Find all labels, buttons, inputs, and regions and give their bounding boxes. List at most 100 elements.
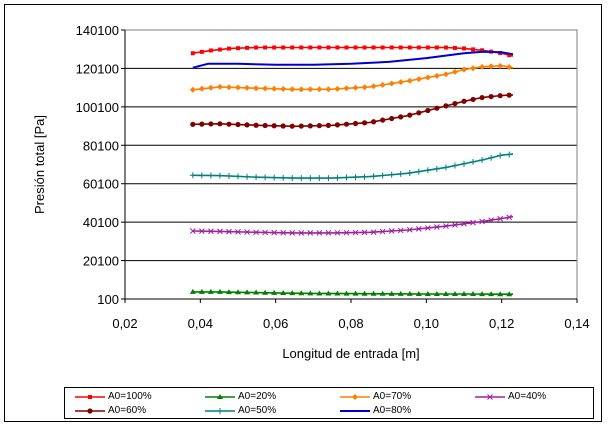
chart-frame <box>4 4 602 422</box>
data-point <box>415 226 422 232</box>
legend-item: A0=60% <box>75 404 146 417</box>
data-point <box>190 121 196 127</box>
axis-layer: 100 20100 40100 60100 80100 100100 120100 14010… <box>76 23 590 331</box>
data-point <box>379 228 386 235</box>
legend-swatch <box>205 407 235 414</box>
series-line <box>192 50 514 69</box>
data-point <box>370 229 377 235</box>
legend-label: A0=40% <box>508 391 547 402</box>
series-line <box>192 153 514 179</box>
legend-swatch <box>340 409 370 412</box>
data-point <box>262 85 269 92</box>
data-point <box>262 289 269 295</box>
data-point <box>371 45 376 50</box>
series-4 <box>189 214 514 236</box>
data-point <box>316 175 323 182</box>
data-point <box>451 68 458 75</box>
data-point <box>452 100 458 107</box>
data-point <box>470 65 477 72</box>
x-tick-label: 0,08 <box>338 316 363 331</box>
data-point <box>425 45 430 50</box>
data-point <box>424 225 431 231</box>
data-point <box>325 230 332 236</box>
legend: A0=100% A0=20% A0=70% A0=40% A0=60% A0=50% A0=… <box>64 387 594 419</box>
data-point <box>262 122 268 129</box>
data-point <box>488 217 494 223</box>
data-point <box>461 220 467 227</box>
data-point <box>434 224 440 230</box>
data-point <box>352 393 358 400</box>
data-point <box>497 93 503 99</box>
data-point <box>316 86 323 93</box>
data-point <box>289 290 296 296</box>
data-point <box>244 173 251 180</box>
data-point <box>289 175 296 182</box>
data-point <box>235 228 241 235</box>
data-point <box>254 45 259 50</box>
data-point <box>461 66 467 73</box>
data-point <box>506 92 512 98</box>
data-point <box>352 174 359 181</box>
data-point <box>415 290 422 296</box>
data-point <box>217 393 223 399</box>
data-point <box>325 122 331 128</box>
data-point <box>416 45 421 50</box>
y-tick-label: 100 <box>97 292 119 307</box>
data-point <box>434 105 440 111</box>
data-point <box>497 62 504 69</box>
data-point <box>488 291 495 297</box>
data-point <box>462 46 466 51</box>
data-point <box>308 45 313 50</box>
data-point <box>307 175 314 182</box>
y-tick-label: 20100 <box>83 254 119 269</box>
data-point <box>334 122 341 128</box>
data-point <box>298 175 305 182</box>
data-point <box>388 80 395 87</box>
data-point <box>352 229 359 236</box>
data-point <box>244 122 250 128</box>
data-point <box>199 49 204 54</box>
series-line <box>192 64 514 91</box>
legend-item: A0=50% <box>205 404 276 417</box>
series-6 <box>189 151 514 182</box>
data-point <box>433 165 440 172</box>
data-point <box>334 290 341 296</box>
data-point <box>335 45 340 50</box>
data-point <box>451 162 458 169</box>
data-point <box>388 228 395 234</box>
data-point <box>379 290 386 296</box>
data-point <box>361 290 368 296</box>
data-point <box>424 74 431 81</box>
plot-area <box>124 29 578 300</box>
legend-swatch <box>205 393 235 399</box>
data-point <box>216 288 223 294</box>
data-point <box>352 84 359 91</box>
data-point <box>298 86 305 93</box>
series-7 <box>192 50 514 69</box>
data-point <box>479 63 486 70</box>
data-point <box>343 290 350 296</box>
data-point <box>406 290 413 296</box>
data-point <box>443 103 449 109</box>
data-point <box>334 174 341 181</box>
data-point <box>244 84 251 91</box>
data-point <box>307 86 314 93</box>
data-point <box>470 158 477 165</box>
data-point <box>461 291 467 297</box>
data-point <box>380 117 386 123</box>
data-point <box>424 167 431 174</box>
legend-swatch <box>340 393 370 400</box>
data-point <box>370 83 377 90</box>
data-point <box>87 407 93 414</box>
data-point <box>398 114 404 120</box>
data-point <box>461 98 467 104</box>
data-point <box>271 229 278 236</box>
data-point <box>479 157 486 164</box>
data-point <box>316 230 323 236</box>
data-point <box>479 94 485 101</box>
data-point <box>443 223 449 229</box>
y-tick-label: 40100 <box>83 215 119 230</box>
data-point <box>488 93 494 100</box>
data-point <box>235 173 241 180</box>
